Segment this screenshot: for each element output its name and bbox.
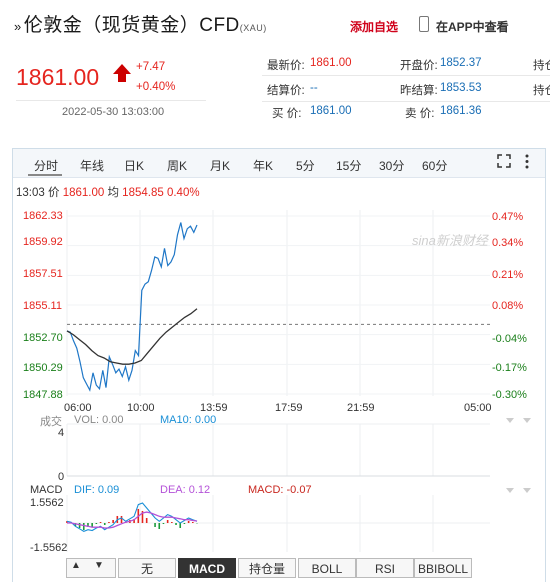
fullscreen-icon[interactable] — [497, 154, 511, 168]
latest-price-value: 1861.00 — [310, 57, 352, 69]
tab-yearly-k[interactable]: 年K — [253, 159, 274, 173]
nav-arrows-group — [66, 558, 116, 578]
more-options-icon[interactable] — [524, 154, 530, 169]
y-tick-left: 1850.29 — [23, 362, 63, 374]
price-change-percent: +0.40% — [136, 81, 176, 93]
price-change: +7.47 — [136, 61, 166, 73]
settle-price-value: -- — [310, 82, 318, 94]
tab-5min[interactable]: 5分 — [296, 159, 315, 173]
tab-30min[interactable]: 30分 — [379, 159, 405, 173]
info-price-label: 价 — [47, 187, 60, 199]
macd-dif: DIF: 0.09 — [74, 484, 120, 496]
tab-15min[interactable]: 15分 — [336, 159, 362, 173]
tab-year-line[interactable]: 年线 — [80, 159, 105, 173]
position-label-2: 持仓 — [533, 85, 550, 97]
indicator-none-button[interactable]: 无 — [118, 558, 176, 578]
open-price-value: 1852.37 — [440, 57, 482, 69]
instrument-title: » 伦敦金（现货黄金）CFD(XAU) — [14, 10, 267, 37]
macd-dea: DEA: 0.12 — [160, 484, 211, 496]
y-tick-left: 1855.11 — [23, 300, 62, 312]
y-tick-left: 1857.51 — [23, 268, 63, 280]
active-tab-indicator — [28, 174, 62, 176]
volume-label: 成交 — [40, 416, 62, 428]
phone-icon[interactable] — [419, 16, 429, 32]
divider — [262, 101, 550, 102]
open-price-label: 开盘价: — [400, 60, 438, 72]
tab-weekly-k[interactable]: 周K — [167, 159, 188, 173]
latest-price-label: 最新价: — [267, 60, 305, 72]
macd-label: MACD — [30, 484, 63, 496]
crosshair-info: 13:03 价 1861.00 均 1854.85 0.40% — [16, 184, 200, 200]
title-prefix: » — [14, 19, 22, 34]
macd-value: MACD: -0.07 — [248, 484, 312, 496]
x-tick: 10:00 — [127, 402, 155, 414]
x-tick: 06:00 — [64, 402, 92, 414]
position-label: 持仓 — [533, 60, 550, 72]
info-avg-label: 均 — [107, 187, 119, 199]
indicator-rsi-button[interactable]: RSI — [356, 558, 414, 578]
y-tick-right: -0.17% — [492, 362, 527, 374]
info-price: 1861.00 — [62, 187, 105, 199]
bid-value: 1861.00 — [310, 105, 352, 117]
chart-panel — [12, 148, 546, 582]
scroll-up-icon[interactable]: ▲ — [71, 560, 81, 571]
y-tick-right: -0.30% — [492, 389, 527, 401]
y-tick-right: -0.04% — [492, 333, 527, 345]
volume-value: VOL: 0.00 — [74, 414, 124, 426]
volume-ma10: MA10: 0.00 — [160, 414, 217, 426]
x-tick: 13:59 — [200, 402, 228, 414]
ask-value: 1861.36 — [440, 105, 482, 117]
y-tick-right: 0.21% — [492, 269, 524, 281]
period-tabs-bar — [13, 149, 545, 178]
current-price: 1861.00 — [16, 64, 100, 90]
ask-label: 卖 价: — [405, 108, 435, 120]
settle-price-label: 结算价: — [267, 85, 305, 97]
y-tick-left: 1862.33 — [23, 210, 63, 222]
prev-settle-label: 昨结算: — [400, 85, 438, 97]
indicator-position-button[interactable]: 持仓量 — [238, 558, 296, 578]
x-tick: 05:00 — [464, 402, 492, 414]
x-tick: 21:59 — [347, 402, 375, 414]
tab-monthly-k[interactable]: 月K — [210, 159, 231, 173]
info-avg: 1854.85 — [122, 187, 164, 199]
x-tick: 17:59 — [275, 402, 303, 414]
tab-intraday[interactable]: 分时 — [34, 159, 59, 173]
indicator-bbiboll-button[interactable]: BBIBOLL — [414, 558, 472, 578]
y-tick-right: 0.47% — [492, 211, 524, 223]
title-text: 伦敦金（现货黄金）CFD — [23, 15, 240, 36]
indicator-boll-button[interactable]: BOLL — [298, 558, 356, 578]
indicator-macd-button[interactable]: MACD — [178, 558, 236, 578]
tab-daily-k[interactable]: 日K — [124, 159, 145, 173]
instrument-code: (XAU) — [239, 23, 267, 33]
y-tick-right: 0.08% — [492, 300, 524, 312]
volume-bottom-tick: 0 — [58, 471, 65, 483]
y-tick-left: 1859.92 — [23, 236, 63, 248]
divider — [262, 75, 550, 76]
quote-datetime: 2022-05-30 13:03:00 — [62, 106, 165, 118]
y-tick-left: 1847.88 — [23, 389, 63, 401]
macd-top-tick: 1.5562 — [30, 497, 64, 509]
y-tick-left: 1852.70 — [23, 332, 63, 344]
divider — [16, 100, 206, 101]
info-time: 13:03 — [16, 187, 45, 199]
tab-60min[interactable]: 60分 — [422, 159, 448, 173]
macd-bottom-tick: -1.5562 — [30, 542, 68, 554]
scroll-down-icon[interactable]: ▼ — [94, 560, 104, 571]
y-tick-right: 0.34% — [492, 237, 524, 249]
volume-top-tick: 4 — [58, 427, 65, 439]
up-arrow-stem — [118, 74, 126, 82]
view-in-app-link[interactable]: 在APP中查看 — [436, 20, 509, 34]
add-favorite-button[interactable]: 添加自选 — [350, 20, 399, 34]
bid-label: 买 价: — [272, 108, 302, 120]
up-arrow-icon — [113, 64, 131, 74]
info-pct: 0.40% — [166, 187, 200, 199]
prev-settle-value: 1853.53 — [440, 82, 482, 94]
